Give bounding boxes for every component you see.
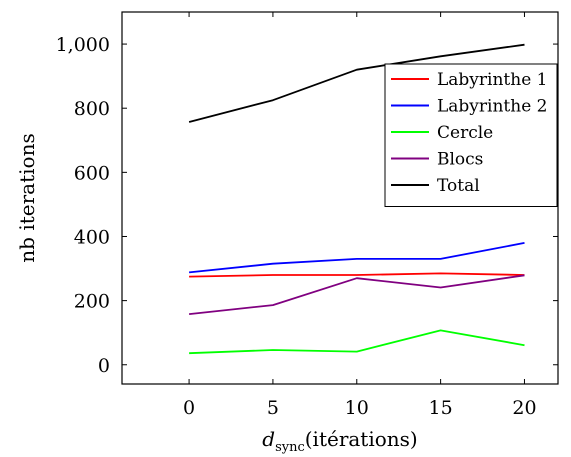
x-axis-label: dsync(itérations) (262, 427, 417, 455)
x-tick-label: 15 (429, 397, 453, 419)
x-axis-label-unit: (itérations) (305, 427, 418, 451)
x-tick-label: 0 (183, 397, 195, 419)
series-line-total (188, 43, 525, 123)
x-axis-label-subscript: sync (275, 440, 305, 455)
y-tick-label: 800 (74, 98, 110, 120)
legend-label: Labyrinthe 1 (437, 70, 547, 90)
series-lines (188, 43, 525, 355)
y-tick-label: 400 (74, 226, 110, 248)
legend: Labyrinthe 1 Labyrinthe 2 Cercle Blocs Total (384, 63, 558, 207)
y-tick-label: 0 (98, 355, 110, 377)
series-line-labyrinthe-2 (189, 242, 525, 274)
legend-box (384, 63, 558, 207)
legend-label: Labyrinthe 2 (437, 97, 547, 117)
series-line-labyrinthe-1 (189, 272, 525, 278)
y-tick-label: 200 (74, 291, 110, 313)
x-tick-label: 5 (267, 397, 279, 419)
legend-label: Cercle (437, 123, 493, 143)
x-tick-label: 20 (512, 397, 536, 419)
axes-frame (121, 11, 559, 385)
series-line-blocs (189, 274, 525, 315)
y-axis-label: nb iterations (15, 133, 39, 262)
legend-label: Total (437, 176, 480, 196)
series-line-cercle (189, 329, 525, 355)
legend-label: Blocs (437, 150, 483, 170)
y-tick-label: 600 (74, 162, 110, 184)
x-tick-label: 10 (345, 397, 369, 419)
x-axis-label-symbol: d (262, 427, 275, 451)
y-tick-label: 1,000 (56, 34, 110, 56)
